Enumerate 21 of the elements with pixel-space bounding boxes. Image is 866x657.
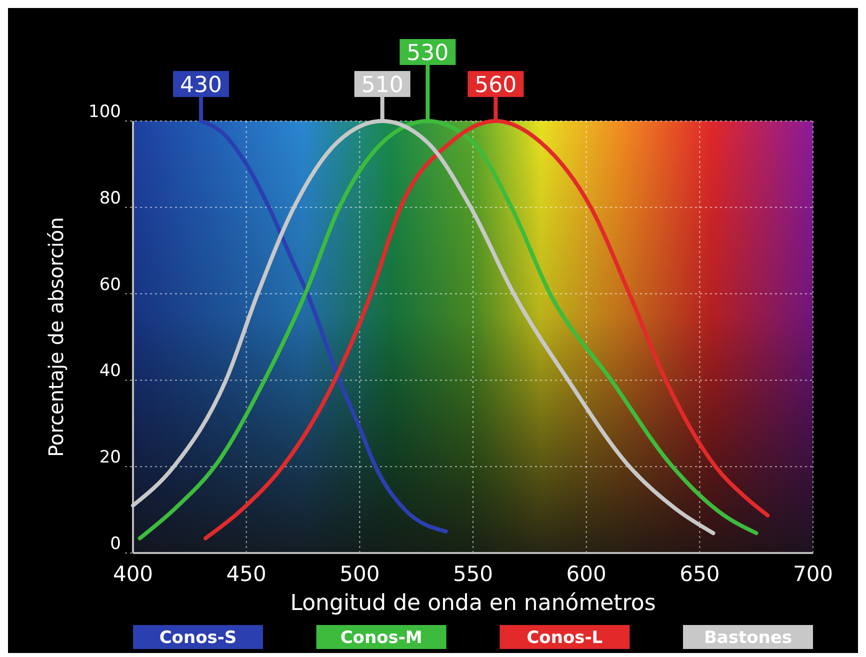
x-tick-label: 600 [566, 562, 606, 586]
y-tick-label: 60 [99, 274, 121, 295]
y-tick-label: 100 [88, 102, 121, 122]
text: Conos-L [526, 628, 603, 648]
x-tick-label: 450 [226, 562, 266, 586]
x-tick-label: 650 [680, 562, 720, 586]
x-tick-label: 700 [792, 562, 834, 586]
annotation: 530 [406, 41, 449, 66]
x-axis-title: Longitud de onda en nanómetros [290, 591, 656, 616]
y-tick-label: 80 [99, 188, 121, 208]
y-tick-label: 20 [99, 448, 121, 468]
x-tick-label: 550 [452, 562, 494, 586]
text: Conos-M [340, 628, 422, 648]
x-tick-label: 400 [112, 562, 154, 586]
annotation: 560 [474, 73, 517, 98]
y-axis-title: Porcentaje de absorción [44, 217, 68, 457]
y-tick-label: 0 [110, 534, 121, 554]
y-tick-label: 40 [99, 361, 121, 382]
x-tick-label: 500 [340, 562, 380, 586]
text: Conos-S [159, 628, 237, 648]
annotation: 430 [180, 73, 222, 98]
